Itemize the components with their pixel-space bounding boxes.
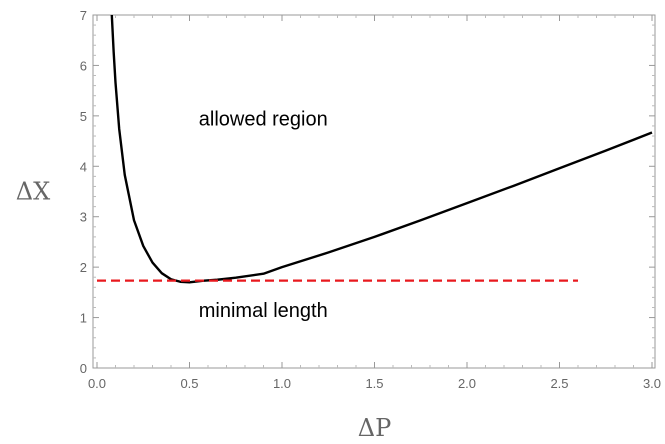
x-tick-label: 2.5	[550, 376, 568, 391]
uncertainty-curve	[110, 14, 653, 284]
plot-frame	[92, 14, 656, 369]
x-axis-ticks: 0.0 0.5 1.0 1.5 2.0 2.5 3.0	[88, 15, 661, 391]
x-tick-label: 3.0	[643, 376, 661, 391]
y-tick-label: 5	[80, 109, 87, 124]
y-tick-label: 6	[80, 58, 87, 73]
y-tick-label: 0	[80, 361, 87, 376]
annotations: allowed region minimal length	[199, 108, 328, 322]
y-tick-label: 7	[80, 8, 87, 23]
x-tick-label: 1.0	[273, 376, 291, 391]
x-tick-label: 0.0	[88, 376, 106, 391]
y-axis-title: ΔX	[16, 178, 50, 206]
x-tick-label: 2.0	[458, 376, 476, 391]
x-tick-label: 0.5	[180, 376, 198, 391]
x-axis-title: ΔP	[358, 414, 391, 442]
y-tick-label: 1	[80, 311, 87, 326]
annotation-label: allowed region	[199, 108, 328, 130]
plot-border	[92, 14, 656, 369]
x-tick-label: 1.5	[365, 376, 383, 391]
series-group	[97, 14, 653, 284]
y-tick-label: 2	[80, 260, 87, 275]
y-tick-label: 4	[80, 159, 87, 174]
y-axis-ticks: 0 1 2 3 4 5 6 7	[80, 8, 655, 376]
y-tick-label: 3	[80, 210, 87, 225]
annotation-label: minimal length	[199, 300, 328, 322]
